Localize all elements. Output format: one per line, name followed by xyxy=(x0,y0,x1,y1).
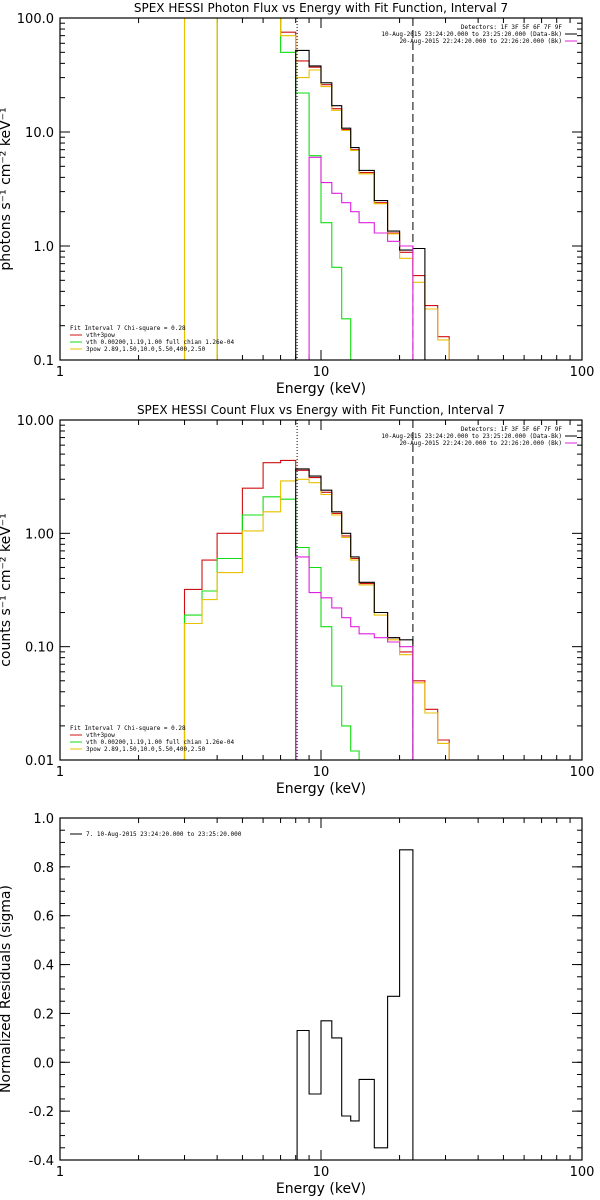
panel-1: SPEX HESSI Photon Flux vs Energy with Fi… xyxy=(0,1,595,397)
y-tick-label: 1.0 xyxy=(33,812,54,827)
y-tick-label: 0.10 xyxy=(25,641,54,656)
legend: Fit Interval 7 Chi-square = 0.28vth+3pow… xyxy=(70,725,234,753)
y-tick-label: 0.0 xyxy=(33,1056,54,1071)
x-tick-label: 10 xyxy=(313,765,330,780)
y-tick-label: -0.2 xyxy=(29,1105,54,1120)
legend-entry: vth 0.00200,1.19,1.00 full chian 1.26e-0… xyxy=(86,739,234,746)
x-tick-label: 100 xyxy=(570,365,595,380)
x-axis-label: Energy (keV) xyxy=(276,781,366,797)
legend-entry: 3pow 2.89,1.50,10.0,5.50,400,2.50 xyxy=(86,346,206,353)
header-line: 10-Aug-2015 23:24:20.000 to 23:25:20.000… xyxy=(381,433,562,440)
y-tick-label: 0.1 xyxy=(33,354,54,369)
y-tick-label: 100.0 xyxy=(17,12,54,27)
legend-entry: vth+3pow xyxy=(86,332,115,339)
plot-area xyxy=(296,849,414,1160)
series-vth-3pow-line xyxy=(216,18,450,360)
series-bk-line xyxy=(308,156,414,360)
y-tick-label: 1.00 xyxy=(25,527,54,542)
legend: Fit Interval 7 Chi-square = 0.28vth+3pow… xyxy=(70,325,234,353)
y-tick-label: 0.2 xyxy=(33,1007,54,1022)
legend-title: Fit Interval 7 Chi-square = 0.28 xyxy=(70,325,186,332)
x-tick-label: 100 xyxy=(570,1165,595,1180)
x-tick-label: 100 xyxy=(570,765,595,780)
y-axis-label: photons s⁻¹ cm⁻² keV⁻¹ xyxy=(0,107,14,270)
header-line: 10-Aug-2015 23:24:20.000 to 23:25:20.000… xyxy=(381,31,562,38)
plot-frame xyxy=(59,17,583,361)
series-data-bk-line xyxy=(295,49,426,360)
y-tick-label: -0.4 xyxy=(29,1154,54,1169)
x-tick-label: 1 xyxy=(56,1165,64,1180)
y-tick-label: 0.8 xyxy=(33,861,54,876)
y-tick-label: 10.00 xyxy=(17,414,54,429)
header-line: 20-Aug-2015 22:24:20.000 to 22:26:20.000… xyxy=(399,440,562,447)
legend-entry: 3pow 2.89,1.50,10.0,5.50,400,2.50 xyxy=(86,746,206,753)
y-tick-label: 0.4 xyxy=(33,959,54,974)
series-3pow-line xyxy=(183,478,450,760)
plot-frame xyxy=(59,419,583,761)
detector-header: Detectors: 1F 3F 5F 6F 7F 9F10-Aug-2015 … xyxy=(381,24,577,45)
detector-header: Detectors: 1F 3F 5F 6F 7F 9F10-Aug-2015 … xyxy=(381,426,577,447)
plot-area xyxy=(183,420,450,760)
x-tick-label: 1 xyxy=(56,365,64,380)
header-line: Detectors: 1F 3F 5F 6F 7F 9F xyxy=(461,24,563,31)
chart-title: SPEX HESSI Photon Flux vs Energy with Fi… xyxy=(134,1,508,15)
legend-entry: vth 0.00200,1.19,1.00 full chian 1.26e-0… xyxy=(86,339,234,346)
series-7-10-aug-2015-23-24-20-000-to-23-25-20-000-line xyxy=(296,849,414,1160)
panel-2: SPEX HESSI Count Flux vs Energy with Fit… xyxy=(0,403,594,797)
series-vth-line xyxy=(216,18,360,360)
x-axis-label: Energy (keV) xyxy=(276,381,366,397)
x-tick-label: 10 xyxy=(313,365,330,380)
y-tick-label: 0.01 xyxy=(25,754,54,769)
x-axis: 1 10 100 xyxy=(56,818,595,1180)
x-tick-label: 10 xyxy=(313,1165,330,1180)
y-tick-label: 1.0 xyxy=(33,240,54,255)
legend-title: Fit Interval 7 Chi-square = 0.28 xyxy=(70,725,186,732)
y-axis: -0.4 -0.2 0.0 0.2 0.4 0.6 0.8 1.0 xyxy=(29,812,582,1169)
plot-frame xyxy=(59,817,583,1161)
legend-entry: 7. 10-Aug-2015 23:24:20.000 to 23:25:20.… xyxy=(86,831,242,838)
legend: 7. 10-Aug-2015 23:24:20.000 to 23:25:20.… xyxy=(70,831,242,838)
y-axis: 0.1 1.0 10.0 100.0 xyxy=(17,12,582,369)
series-vth-line xyxy=(183,496,360,760)
x-tick-label: 1 xyxy=(56,765,64,780)
chart-title: SPEX HESSI Count Flux vs Energy with Fit… xyxy=(137,403,505,417)
y-axis-label: counts s⁻¹ cm⁻² keV⁻¹ xyxy=(0,513,14,667)
y-tick-label: 10.0 xyxy=(25,126,54,141)
panel-3: 1 10 100 -0.4 -0.2 0.0 0.2 0.4 0.6 0.8 1.0 Energy (… xyxy=(0,812,594,1197)
header-line: 20-Aug-2015 22:24:20.000 to 22:26:20.000… xyxy=(399,38,562,45)
x-axis-label: Energy (keV) xyxy=(276,1181,366,1197)
series-bk-line xyxy=(295,556,414,760)
y-axis-label: Normalized Residuals (sigma) xyxy=(0,885,14,1093)
y-tick-label: 0.6 xyxy=(33,910,54,925)
series-3pow-line xyxy=(216,18,450,360)
plot-area xyxy=(183,18,450,360)
y-axis: 0.01 0.10 1.00 10.00 xyxy=(17,414,582,769)
series-data-bk-line xyxy=(295,468,414,760)
legend-entry: vth+3pow xyxy=(86,732,115,739)
header-line: Detectors: 1F 3F 5F 6F 7F 9F xyxy=(461,426,563,433)
series-vth-3pow-line xyxy=(183,459,450,760)
